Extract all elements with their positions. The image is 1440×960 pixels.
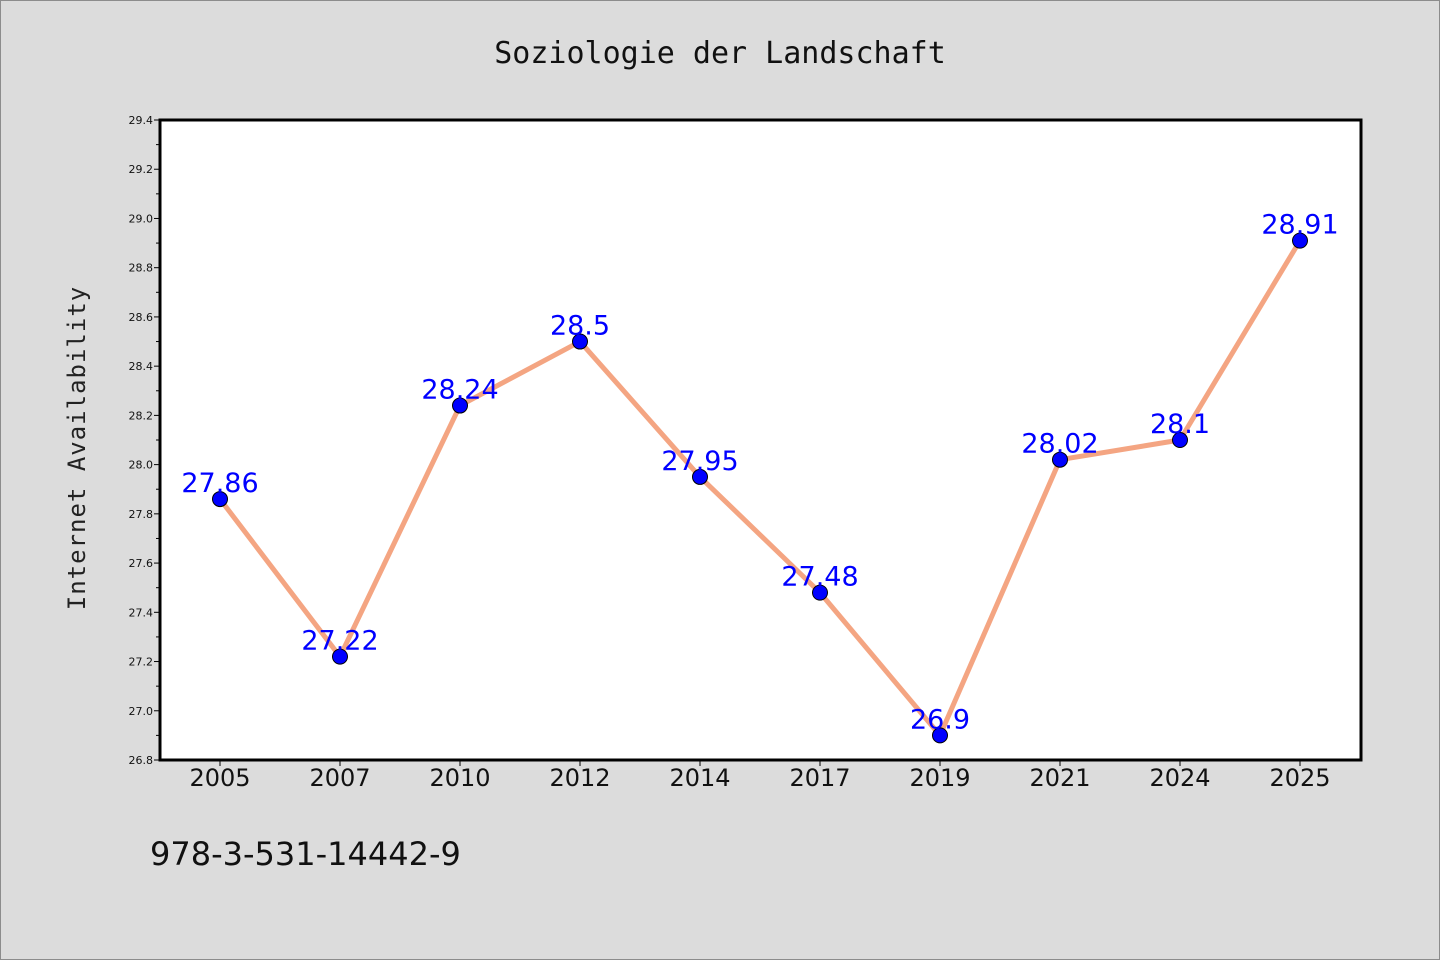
chart-title: Soziologie der Landschaft xyxy=(494,36,946,71)
data-point xyxy=(932,727,948,744)
data-label: 26.9 xyxy=(910,704,970,735)
y-tick-label: 28.8 xyxy=(129,262,154,275)
data-point xyxy=(572,333,588,350)
data-point xyxy=(692,468,708,485)
series-line-group xyxy=(217,238,1303,738)
y-axis-ticks: 26.8 27.0 27.2 27.4 27.6 27.8 28.0 28.2 28.4 28.6… xyxy=(129,114,160,767)
x-tick-label: 2021 xyxy=(1029,764,1090,792)
data-labels-group: 27.86 27.22 28.24 28.5 27.95 27.48 26.9 28.02 28… xyxy=(181,210,1338,736)
y-tick-label: 26.8 xyxy=(129,754,154,767)
y-tick-label: 27.2 xyxy=(129,656,154,669)
series-line xyxy=(217,238,1303,738)
plot-area xyxy=(158,118,1363,762)
y-axis-label: Internet Availability xyxy=(63,286,91,610)
x-tick-label: 2007 xyxy=(309,764,370,792)
data-label: 27.95 xyxy=(661,446,738,477)
data-label: 28.91 xyxy=(1261,210,1338,241)
x-tick-label: 2012 xyxy=(549,764,610,792)
y-tick-label: 29.4 xyxy=(129,114,154,127)
x-tick-label: 2010 xyxy=(429,764,490,792)
y-tick-label: 28.6 xyxy=(129,311,154,324)
data-point xyxy=(212,491,228,508)
data-point xyxy=(812,584,828,601)
y-tick-label: 27.0 xyxy=(129,705,154,718)
data-label: 27.22 xyxy=(301,626,378,657)
data-label: 28.24 xyxy=(421,375,498,406)
data-point xyxy=(1172,432,1188,448)
x-tick-label: 2005 xyxy=(189,764,250,792)
data-point xyxy=(332,648,348,665)
y-tick-label: 28.0 xyxy=(129,459,154,472)
data-point xyxy=(1292,232,1308,249)
x-tick-label: 2017 xyxy=(789,764,850,792)
x-tick-label: 2024 xyxy=(1149,764,1210,792)
data-label: 27.86 xyxy=(181,468,258,499)
y-tick-label: 29.0 xyxy=(129,212,154,225)
y-tick-label: 28.4 xyxy=(129,360,154,373)
y-tick-label: 29.2 xyxy=(129,163,154,176)
x-tick-label: 2025 xyxy=(1269,764,1330,792)
x-axis-ticks: 2005 2007 2010 2012 2014 2017 2019 2021 2024 2025 xyxy=(189,760,1331,792)
y-tick-label: 27.6 xyxy=(129,557,154,570)
data-label: 28.1 xyxy=(1150,409,1210,440)
series-markers-group xyxy=(212,232,1308,744)
y-tick-label: 27.4 xyxy=(129,606,154,619)
data-label: 27.48 xyxy=(781,562,858,593)
data-point xyxy=(452,397,468,414)
data-label: 28.5 xyxy=(550,311,610,342)
x-tick-label: 2019 xyxy=(909,764,970,792)
data-point xyxy=(1052,451,1068,468)
y-tick-label: 28.2 xyxy=(129,409,154,422)
isbn-text: 978-3-531-14442-9 xyxy=(150,835,461,873)
y-tick-label: 27.8 xyxy=(129,508,154,521)
data-label: 28.02 xyxy=(1021,429,1098,460)
x-tick-label: 2014 xyxy=(669,764,730,792)
